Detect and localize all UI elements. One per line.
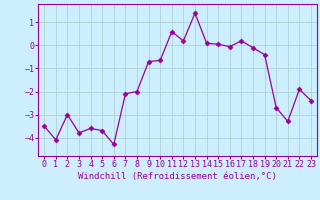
- X-axis label: Windchill (Refroidissement éolien,°C): Windchill (Refroidissement éolien,°C): [78, 172, 277, 181]
